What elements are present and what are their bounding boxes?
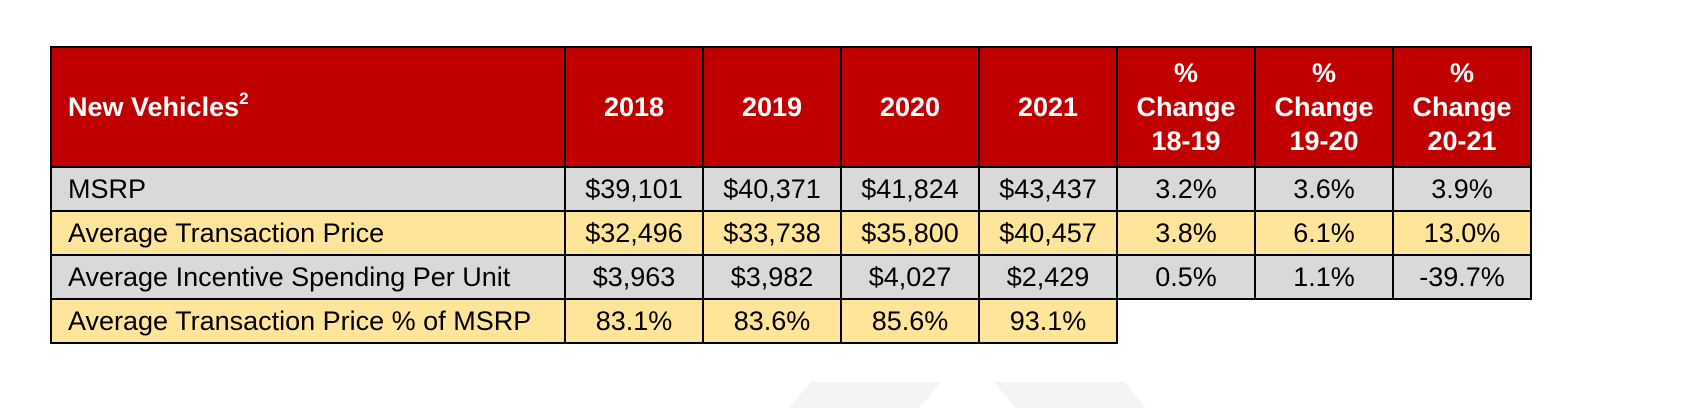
value-2019: $40,371 [702, 166, 842, 212]
change-18-19: 3.2% [1116, 166, 1256, 212]
change-header-percent: % [1449, 58, 1474, 88]
row-label: MSRP [50, 166, 566, 212]
value-2019: 83.6% [702, 298, 842, 344]
table-row-msrp: MSRP $39,101 $40,371 $41,824 $43,437 3.2… [50, 166, 1532, 212]
change-18-19: 0.5% [1116, 254, 1256, 300]
change-header-18-19: % Change 18-19 [1116, 46, 1256, 168]
change-20-21: 3.9% [1392, 166, 1532, 212]
empty-cell [1393, 299, 1531, 343]
corner-header: New Vehicles2 [50, 46, 566, 168]
year-header-2020: 2020 [840, 46, 980, 168]
change-19-20: 3.6% [1254, 166, 1394, 212]
row-label: Average Transaction Price % of MSRP [50, 298, 566, 344]
footnote-marker: 2 [239, 89, 249, 108]
value-2021: $40,457 [978, 210, 1118, 256]
change-18-19: 3.8% [1116, 210, 1256, 256]
change-header-word: Change [1136, 92, 1236, 122]
table-header-row: New Vehicles2 2018 2019 2020 2021 % Chan… [50, 46, 1532, 168]
value-2021: 93.1% [978, 298, 1118, 344]
row-label: Average Transaction Price [50, 210, 566, 256]
change-19-20: 1.1% [1254, 254, 1394, 300]
value-2020: $41,824 [840, 166, 980, 212]
value-2021: $43,437 [978, 166, 1118, 212]
change-header-period: 19-20 [1289, 126, 1359, 156]
change-20-21: -39.7% [1392, 254, 1532, 300]
empty-cell [1117, 299, 1255, 343]
value-2020: 85.6% [840, 298, 980, 344]
new-vehicles-table: New Vehicles2 2018 2019 2020 2021 % Chan… [50, 46, 1532, 344]
value-2019: $33,738 [702, 210, 842, 256]
change-header-percent: % [1173, 58, 1198, 88]
watermark-stroke-right [994, 382, 1146, 408]
change-header-period: 18-19 [1151, 126, 1221, 156]
value-2018: $32,496 [564, 210, 704, 256]
change-20-21: 13.0% [1392, 210, 1532, 256]
value-2021: $2,429 [978, 254, 1118, 300]
row-label: Average Incentive Spending Per Unit [50, 254, 566, 300]
value-2018: 83.1% [564, 298, 704, 344]
value-2019: $3,982 [702, 254, 842, 300]
change-header-20-21: % Change 20-21 [1392, 46, 1532, 168]
table-row-transaction-price-pct-msrp: Average Transaction Price % of MSRP 83.1… [50, 298, 1531, 344]
value-2018: $39,101 [564, 166, 704, 212]
change-header-period: 20-21 [1427, 126, 1497, 156]
change-header-percent: % [1311, 58, 1336, 88]
change-header-word: Change [1412, 92, 1512, 122]
change-header-19-20: % Change 19-20 [1254, 46, 1394, 168]
watermark [705, 360, 1185, 420]
table-row-average-transaction-price: Average Transaction Price $32,496 $33,73… [50, 210, 1532, 256]
value-2018: $3,963 [564, 254, 704, 300]
watermark-stroke-left [789, 382, 941, 408]
empty-cell [1255, 299, 1393, 343]
corner-label: New Vehicles [68, 92, 240, 122]
table-row-average-incentive-spending: Average Incentive Spending Per Unit $3,9… [50, 254, 1532, 300]
change-header-word: Change [1274, 92, 1374, 122]
year-header-2021: 2021 [978, 46, 1118, 168]
value-2020: $4,027 [840, 254, 980, 300]
year-header-2019: 2019 [702, 46, 842, 168]
change-19-20: 6.1% [1254, 210, 1394, 256]
value-2020: $35,800 [840, 210, 980, 256]
year-header-2018: 2018 [564, 46, 704, 168]
